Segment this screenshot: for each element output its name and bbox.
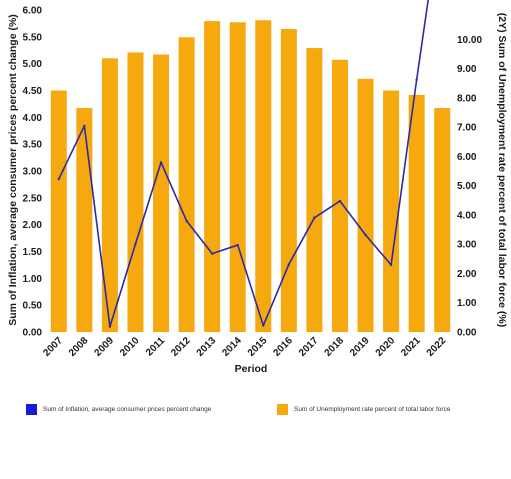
line-point-2016[interactable] [287, 263, 291, 266]
line-layer [57, 0, 429, 328]
x-tick-label: 2012 [169, 335, 193, 359]
bar-2015[interactable] [255, 20, 272, 333]
bar-2011[interactable] [153, 54, 170, 333]
bar-2014[interactable] [229, 22, 246, 332]
bar-2018[interactable] [331, 59, 348, 332]
x-tick-label: 2021 [399, 335, 423, 359]
bar-2009[interactable] [101, 58, 118, 333]
y-left-tick-label: 0.50 [23, 301, 43, 312]
line-point-2012[interactable] [185, 219, 188, 223]
line-point-2007[interactable] [57, 177, 60, 181]
y-left-tick-label: 0.00 [23, 328, 43, 339]
x-tick-label: 2008 [67, 335, 91, 359]
y-left-tick-label: 3.00 [23, 167, 43, 178]
legend-swatch-inflation [26, 404, 37, 415]
x-axis-title: Period [235, 363, 268, 375]
y-right-tick-label: 4.00 [457, 210, 477, 221]
line-point-2021[interactable] [415, 78, 418, 81]
y-right-tick-label: 10.00 [457, 35, 482, 46]
y-right-tick-label: 3.00 [457, 240, 477, 251]
bar-2021[interactable] [408, 94, 425, 333]
y-right-tick-label: 9.00 [457, 64, 477, 75]
combo-chart: 2007 2008 2009 2010 2011 2012 2013 2014 2015 2016… [7, 0, 508, 375]
x-tick-label: 2010 [118, 335, 142, 359]
bar-2022[interactable] [434, 108, 451, 333]
x-tick-label: 2018 [323, 335, 347, 359]
y-axis-left-title: Sum of Inflation, average consumer price… [7, 14, 19, 326]
y-right-tick-label: 0.00 [457, 328, 477, 339]
line-point-2015[interactable] [262, 324, 265, 327]
x-tick-label: 2020 [374, 335, 398, 359]
y-left-tick-label: 6.00 [23, 6, 43, 17]
legend-label-inflation: Sum of Inflation, average consumer price… [43, 406, 212, 413]
y-axis-left: 0.00 0.50 1.00 1.50 2.00 2.50 3.00 3.50 4.00 4.50… [23, 6, 43, 339]
bars-layer [50, 20, 451, 333]
y-right-tick-label: 8.00 [457, 93, 477, 104]
y-left-tick-label: 1.50 [23, 247, 43, 258]
x-tick-label: 2016 [271, 335, 295, 359]
line-point-2009[interactable] [108, 325, 112, 328]
line-point-2008[interactable] [83, 124, 86, 128]
line-point-2011[interactable] [159, 161, 163, 164]
y-left-tick-label: 2.50 [23, 193, 43, 204]
x-tick-label: 2009 [93, 335, 117, 359]
line-point-2019[interactable] [364, 233, 367, 237]
y-axis-right-title: (2Y) Sum of Unemployment rate percent of… [496, 13, 508, 327]
line-point-2014[interactable] [236, 243, 239, 247]
legend: Sum of Inflation, average consumer price… [0, 404, 511, 424]
y-right-tick-label: 1.00 [457, 298, 477, 309]
x-tick-label: 2022 [425, 335, 449, 359]
x-tick-label: 2017 [297, 335, 321, 359]
x-tick-label: 2014 [220, 335, 244, 359]
inflation-line [58, 0, 429, 328]
y-left-tick-label: 4.50 [23, 86, 43, 97]
y-axis-right: 0.00 1.00 2.00 3.00 4.00 5.00 6.00 7.00 8.00 9.00… [457, 35, 482, 339]
line-point-2018[interactable] [338, 199, 342, 203]
y-left-tick-label: 4.00 [23, 113, 43, 124]
legend-item-unemployment[interactable]: Sum of Unemployment rate percent of tota… [277, 404, 450, 415]
y-left-tick-label: 5.50 [23, 32, 43, 43]
bar-2008[interactable] [76, 108, 93, 333]
x-tick-label: 2019 [348, 335, 372, 359]
y-right-tick-label: 2.00 [457, 269, 477, 280]
y-left-tick-label: 2.00 [23, 220, 43, 231]
bar-2013[interactable] [204, 21, 221, 333]
x-tick-label: 2015 [246, 335, 270, 359]
y-right-tick-label: 5.00 [457, 181, 477, 192]
line-point-2013[interactable] [210, 252, 214, 255]
x-tick-label: 2007 [41, 335, 65, 359]
bar-2020[interactable] [383, 90, 400, 333]
bar-2010[interactable] [127, 52, 144, 332]
y-right-tick-label: 7.00 [457, 123, 477, 134]
line-point-2010[interactable] [134, 242, 137, 246]
x-axis: 2007 2008 2009 2010 2011 2012 2013 2014 2015 2016… [41, 335, 448, 359]
x-tick-label: 2013 [195, 335, 219, 359]
line-point-2020[interactable] [389, 263, 393, 267]
legend-swatch-unemployment [277, 404, 288, 415]
bar-2012[interactable] [178, 37, 195, 333]
line-point-2017[interactable] [313, 216, 316, 219]
legend-item-inflation[interactable]: Sum of Inflation, average consumer price… [26, 404, 211, 415]
bar-2007[interactable] [50, 90, 67, 333]
bar-2017[interactable] [306, 48, 323, 333]
legend-label-unemployment: Sum of Unemployment rate percent of tota… [294, 406, 451, 413]
bar-2016[interactable] [280, 29, 297, 332]
y-left-tick-label: 3.50 [23, 140, 43, 151]
y-left-tick-label: 1.00 [23, 274, 43, 285]
y-left-tick-label: 5.00 [23, 59, 43, 70]
x-tick-label: 2011 [144, 335, 167, 358]
y-right-tick-label: 6.00 [457, 152, 477, 163]
bar-2019[interactable] [357, 78, 374, 332]
